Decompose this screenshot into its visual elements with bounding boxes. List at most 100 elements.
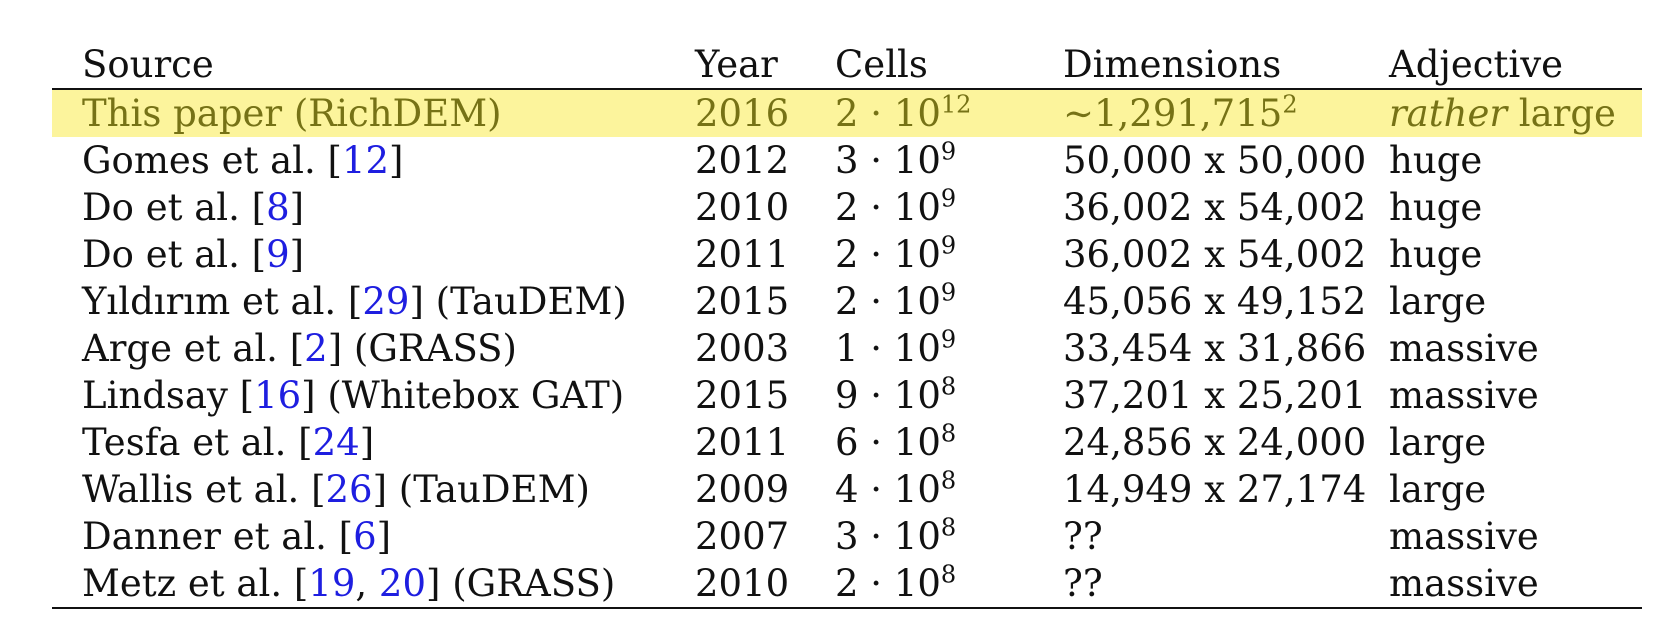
- cells-base: 6 · 10: [835, 421, 941, 464]
- cells-base: 3 · 10: [835, 515, 941, 558]
- cell-year: 2007: [695, 515, 790, 558]
- dimensions-value: 37,201 x 25,201: [1063, 374, 1367, 417]
- adjective-text: massive: [1389, 562, 1539, 605]
- cell-dimensions: ??: [1063, 513, 1389, 560]
- header-row: Source Year Cells Dimensions Adjective: [52, 30, 1642, 89]
- cell-source: Do et al. [9]: [52, 231, 695, 278]
- cell-year: 2010: [695, 562, 790, 605]
- adjective-text: massive: [1389, 515, 1539, 558]
- cells-exponent: 9: [940, 325, 957, 354]
- dimensions-value: 36,002 x 54,002: [1063, 186, 1367, 229]
- cells-base: 1 · 10: [835, 327, 941, 370]
- source-suffix: ] (TauDEM): [409, 280, 627, 323]
- dimensions-value: 14,949 x 27,174: [1063, 468, 1367, 511]
- source-suffix: ]: [289, 233, 305, 276]
- cells-exponent: 9: [940, 231, 957, 260]
- citation-link[interactable]: 24: [312, 421, 360, 464]
- source-name: Gomes et al. [: [82, 139, 342, 182]
- cell-source: Wallis et al. [26] (TauDEM): [52, 466, 695, 513]
- cell-source: Gomes et al. [12]: [52, 137, 695, 184]
- cells-exponent: 8: [940, 419, 957, 448]
- adjective-text: huge: [1389, 233, 1483, 276]
- source-suffix: ]: [376, 515, 392, 558]
- adjective-text: large: [1389, 280, 1487, 323]
- cell-adjective: massive: [1389, 372, 1642, 419]
- cell-adjective: massive: [1389, 560, 1642, 608]
- citation-link[interactable]: 2: [304, 327, 328, 370]
- cells-exponent: 8: [940, 560, 957, 589]
- citation-link[interactable]: 29: [362, 280, 410, 323]
- cell-year: 2009: [695, 468, 790, 511]
- cell-adjective: huge: [1389, 184, 1642, 231]
- cells-exponent: 9: [940, 137, 957, 166]
- cell-cells: 2 · 108: [835, 560, 1063, 608]
- table-body: This paper (RichDEM) 2016 2 · 1012 ∼1,291,7…: [52, 89, 1642, 608]
- citation-link[interactable]: 6: [353, 515, 377, 558]
- citation-link[interactable]: 8: [266, 186, 290, 229]
- cells-base: 2 · 10: [835, 562, 941, 605]
- table-row: Tesfa et al. [24] 2011 6 · 108 24,856 x 24,…: [52, 419, 1642, 466]
- source-name: Metz et al. [: [82, 562, 309, 605]
- adjective-text: massive: [1389, 327, 1539, 370]
- cell-adjective: rather large: [1389, 89, 1642, 137]
- citation-link[interactable]: 16: [254, 374, 302, 417]
- source-suffix: ] (Whitebox GAT): [301, 374, 625, 417]
- cell-cells: 9 · 108: [835, 372, 1063, 419]
- adjective-text: large: [1389, 468, 1487, 511]
- cell-year: 2010: [695, 186, 790, 229]
- dimensions-value: 45,056 x 49,152: [1063, 280, 1367, 323]
- cell-year: 2015: [695, 280, 790, 323]
- cell-source: Do et al. [8]: [52, 184, 695, 231]
- cell-source: Danner et al. [6]: [52, 513, 695, 560]
- source-name: Do et al. [: [82, 186, 267, 229]
- cell-year: 2015: [695, 374, 790, 417]
- cell-adjective: large: [1389, 278, 1642, 325]
- header-source: Source: [82, 43, 214, 86]
- table-row: Arge et al. [2] (GRASS) 2003 1 · 109 33,454…: [52, 325, 1642, 372]
- cell-dimensions: 50,000 x 50,000: [1063, 137, 1389, 184]
- cells-base: 2 · 10: [835, 280, 941, 323]
- cell-source: This paper (RichDEM): [52, 89, 695, 137]
- table-row: Gomes et al. [12] 2012 3 · 109 50,000 x 50,…: [52, 137, 1642, 184]
- cells-base: 2 · 10: [835, 233, 941, 276]
- citation-link[interactable]: 26: [325, 468, 373, 511]
- header-year: Year: [695, 43, 778, 86]
- cell-dimensions: ??: [1063, 560, 1389, 608]
- citation-link[interactable]: 20: [378, 562, 427, 605]
- cell-cells: 2 · 109: [835, 278, 1063, 325]
- source-name: Tesfa et al. [: [82, 421, 313, 464]
- dimensions-value: ∼1,291,715: [1063, 92, 1283, 135]
- cells-exponent: 8: [940, 372, 957, 401]
- source-name: Lindsay [: [82, 374, 255, 417]
- cell-year: 2012: [695, 139, 790, 182]
- citation-link[interactable]: 12: [341, 139, 390, 182]
- cells-base: 2 · 10: [835, 92, 941, 135]
- adjective-text: huge: [1389, 186, 1483, 229]
- source-suffix: ]: [359, 421, 375, 464]
- citation-link[interactable]: 9: [266, 233, 290, 276]
- cell-dimensions: ∼1,291,7152: [1063, 89, 1389, 137]
- cell-adjective: massive: [1389, 325, 1642, 372]
- adjective-text: massive: [1389, 374, 1539, 417]
- source-suffix: ] (GRASS): [327, 327, 517, 370]
- cell-year: 2016: [695, 89, 835, 137]
- cell-dimensions: 14,949 x 27,174: [1063, 466, 1389, 513]
- cell-cells: 1 · 109: [835, 325, 1063, 372]
- table-row: Metz et al. [19, 20] (GRASS) 2010 2 · 108?…: [52, 560, 1642, 608]
- dimensions-value: 24,856 x 24,000: [1063, 421, 1367, 464]
- citation-link[interactable]: 19: [308, 562, 356, 605]
- cell-cells: 3 · 109: [835, 137, 1063, 184]
- cell-source: Metz et al. [19, 20] (GRASS): [82, 562, 616, 605]
- source-name: Wallis et al. [: [82, 468, 326, 511]
- cells-base: 2 · 10: [835, 186, 941, 229]
- cells-exponent: 9: [940, 184, 957, 213]
- source-name: Arge et al. [: [82, 327, 305, 370]
- cell-year: 2011: [695, 233, 790, 276]
- cell-adjective: huge: [1389, 137, 1642, 184]
- cell-source: Arge et al. [2] (GRASS): [52, 325, 695, 372]
- source-suffix: ] (TauDEM): [372, 468, 590, 511]
- adjective-text: huge: [1389, 139, 1483, 182]
- table-row: Danner et al. [6] 2007 3 · 108?? massive: [52, 513, 1642, 560]
- adjective-emphasis: rather: [1389, 92, 1508, 135]
- cells-base: 4 · 10: [835, 468, 941, 511]
